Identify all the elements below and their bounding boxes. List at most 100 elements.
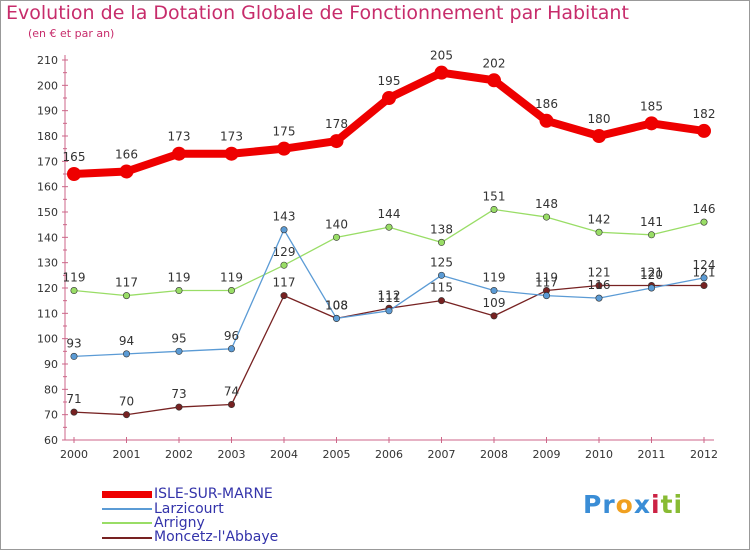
legend-swatch-larzicourt (102, 508, 152, 510)
data-point (175, 347, 183, 355)
y-tick-label: 140 (37, 231, 58, 244)
data-point (228, 287, 236, 295)
data-label: 119 (483, 271, 506, 285)
data-point (175, 287, 183, 295)
x-tick-label: 2004 (270, 448, 298, 461)
y-tick-label: 100 (37, 333, 58, 346)
data-point (595, 228, 603, 236)
data-label: 178 (325, 117, 348, 131)
y-tick-label: 90 (44, 358, 58, 371)
data-point (70, 408, 78, 416)
data-point (123, 411, 131, 419)
data-label: 186 (535, 97, 558, 111)
data-point (67, 167, 81, 181)
y-tick-label: 210 (37, 54, 58, 67)
data-label: 121 (588, 265, 611, 279)
data-point (437, 297, 445, 305)
data-point (647, 284, 655, 292)
data-label: 166 (115, 147, 138, 161)
data-point (700, 281, 708, 289)
data-point (70, 287, 78, 295)
y-tick-label: 130 (37, 257, 58, 270)
data-label: 195 (378, 74, 401, 88)
data-point (434, 65, 449, 80)
y-tick-label: 110 (37, 307, 58, 320)
data-point (490, 312, 498, 320)
data-label: 95 (171, 331, 186, 345)
data-label: 94 (119, 334, 134, 348)
data-label: 74 (224, 385, 239, 399)
data-point (332, 233, 340, 241)
data-point (224, 146, 239, 161)
data-point (228, 401, 236, 409)
data-label: 144 (378, 207, 401, 221)
data-point (119, 164, 134, 179)
y-tick-label: 190 (37, 105, 58, 118)
data-point (228, 345, 236, 353)
legend-label-arrigny: Arrigny (154, 515, 205, 531)
data-point (647, 231, 655, 239)
x-tick-label: 2008 (480, 448, 508, 461)
x-tick-label: 2005 (323, 448, 351, 461)
data-label: 185 (640, 99, 663, 113)
data-label: 111 (378, 291, 401, 305)
data-point (697, 123, 711, 138)
data-point (332, 314, 340, 322)
data-point (542, 213, 550, 221)
data-label: 93 (66, 336, 81, 350)
y-tick-label: 70 (44, 409, 58, 422)
data-point (385, 307, 393, 315)
data-label: 117 (273, 276, 296, 290)
x-tick-label: 2003 (218, 448, 246, 461)
data-point (385, 223, 393, 231)
data-label: 165 (63, 150, 86, 164)
data-label: 140 (325, 217, 348, 231)
data-point (595, 294, 603, 302)
y-tick-label: 160 (37, 181, 58, 194)
data-label: 141 (640, 215, 663, 229)
data-label: 202 (483, 56, 506, 70)
data-point (490, 205, 498, 213)
data-point (700, 218, 708, 226)
data-label: 173 (168, 130, 191, 144)
x-tick-label: 2001 (113, 448, 141, 461)
legend-swatch-isle-sur-marne (102, 491, 152, 498)
y-tick-label: 80 (44, 383, 58, 396)
data-point (592, 129, 606, 143)
data-label: 175 (273, 125, 296, 139)
data-label: 125 (430, 255, 453, 269)
data-point (542, 292, 550, 300)
proxiti-logo: Proxiti (583, 490, 683, 519)
data-point (70, 352, 78, 360)
y-tick-label: 150 (37, 206, 58, 219)
data-label: 109 (483, 296, 506, 310)
x-tick-label: 2000 (60, 448, 88, 461)
data-label: 121 (693, 265, 716, 279)
data-label: 146 (693, 202, 716, 216)
data-point (280, 292, 288, 300)
logo-letter: Pr (583, 490, 616, 519)
data-label: 117 (535, 276, 558, 290)
data-point (644, 116, 659, 131)
data-label: 120 (640, 268, 663, 282)
legend-swatch-arrigny (102, 522, 152, 524)
y-tick-label: 180 (37, 130, 58, 143)
data-label: 129 (273, 245, 296, 259)
data-label: 119 (168, 271, 191, 285)
data-point (175, 403, 183, 411)
data-label: 119 (220, 271, 243, 285)
legend-swatch-moncetz-labbaye (102, 537, 152, 539)
data-label: 124 (693, 258, 716, 272)
legend-label-isle-sur-marne: ISLE-SUR-MARNE (154, 486, 273, 502)
data-label: 121 (640, 265, 663, 279)
legend-label-moncetz-labbaye: Moncetz-l'Abbaye (154, 529, 279, 545)
data-label: 119 (63, 271, 86, 285)
data-point (329, 134, 344, 149)
y-tick-label: 170 (37, 155, 58, 168)
data-point (437, 271, 445, 279)
data-label: 73 (171, 387, 186, 401)
data-point (280, 261, 288, 269)
data-point (437, 238, 445, 246)
chart-subtitle: (en € et par an) (28, 27, 115, 40)
